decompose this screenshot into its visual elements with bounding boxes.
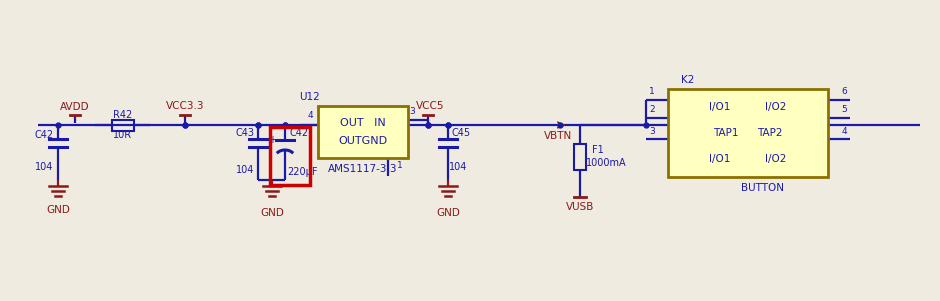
Text: GND: GND xyxy=(436,208,460,218)
Text: VUSB: VUSB xyxy=(566,202,594,212)
Text: I/O2: I/O2 xyxy=(765,154,787,164)
Text: I/O2: I/O2 xyxy=(765,102,787,112)
Text: AVDD: AVDD xyxy=(60,102,90,112)
Text: 3: 3 xyxy=(409,107,415,116)
Text: F1: F1 xyxy=(592,145,603,155)
Text: TAP1: TAP1 xyxy=(713,128,739,138)
Text: 104: 104 xyxy=(35,162,54,172)
Text: VCC3.3: VCC3.3 xyxy=(165,101,204,111)
Text: R42: R42 xyxy=(113,110,133,120)
Text: 4: 4 xyxy=(841,126,847,135)
Text: 104: 104 xyxy=(448,162,467,172)
Text: 220μF: 220μF xyxy=(288,167,319,177)
Bar xyxy=(112,119,133,131)
Text: AMS1117-3.3: AMS1117-3.3 xyxy=(328,164,398,174)
Text: 10R: 10R xyxy=(113,130,132,140)
Bar xyxy=(318,106,408,158)
Text: 4: 4 xyxy=(307,111,313,120)
Text: GND: GND xyxy=(260,208,284,218)
Text: 3: 3 xyxy=(650,126,655,135)
Text: C42: C42 xyxy=(290,128,308,138)
Bar xyxy=(574,144,586,169)
Text: C42: C42 xyxy=(35,130,54,140)
Text: I/O1: I/O1 xyxy=(710,154,730,164)
Text: K2: K2 xyxy=(682,75,695,85)
Text: VCC5: VCC5 xyxy=(415,101,445,111)
Text: I/O1: I/O1 xyxy=(710,102,730,112)
Text: BUTTON: BUTTON xyxy=(742,183,785,193)
Text: C45: C45 xyxy=(451,128,471,138)
Text: 104: 104 xyxy=(236,165,254,175)
Bar xyxy=(270,127,310,185)
Text: 5: 5 xyxy=(841,105,847,114)
Text: 2: 2 xyxy=(650,105,655,114)
Text: TAP2: TAP2 xyxy=(758,128,783,138)
Text: U12: U12 xyxy=(300,92,321,102)
Text: OUTGND: OUTGND xyxy=(338,136,387,146)
Text: 1: 1 xyxy=(650,88,655,97)
Bar xyxy=(668,89,828,177)
Text: OUT   IN: OUT IN xyxy=(340,118,386,128)
Text: 1: 1 xyxy=(397,162,403,170)
Text: VBTN: VBTN xyxy=(544,131,572,141)
Text: +: + xyxy=(268,135,276,145)
Text: 6: 6 xyxy=(841,88,847,97)
Text: GND: GND xyxy=(46,205,70,215)
Text: C43: C43 xyxy=(236,128,255,138)
Text: 1000mA: 1000mA xyxy=(586,158,626,168)
